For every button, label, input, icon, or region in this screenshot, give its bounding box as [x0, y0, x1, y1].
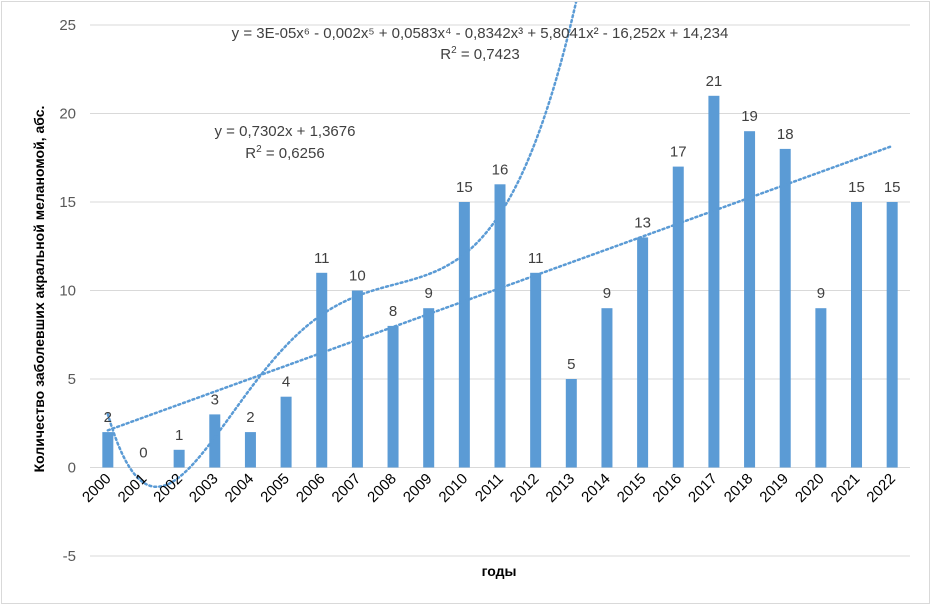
- data-label-2018: 19: [741, 108, 758, 125]
- data-label-2000: 2: [104, 409, 112, 426]
- bar-2002: [174, 450, 185, 468]
- x-tick-label-2013: 2013: [543, 470, 579, 506]
- bar-2015: [637, 237, 648, 467]
- data-label-2005: 4: [282, 374, 290, 391]
- data-label-2020: 9: [817, 285, 825, 302]
- y-tick-label: -5: [63, 548, 76, 565]
- data-label-2021: 15: [848, 179, 865, 196]
- linear-trend-equation: y = 0,7302x + 1,3676: [215, 123, 356, 140]
- bar-2007: [352, 291, 363, 468]
- bar-2005: [281, 397, 292, 468]
- x-tick-label-2007: 2007: [329, 470, 365, 506]
- y-tick-label: 25: [59, 17, 76, 34]
- y-axis-ticks: -5 0 5 10 15 20 25: [59, 17, 76, 565]
- x-tick-label-2009: 2009: [400, 470, 436, 506]
- bar-2010: [459, 202, 470, 468]
- y-tick-label: 20: [59, 106, 76, 123]
- linear-trend-r2: R2 = 0,6256: [245, 144, 324, 162]
- bar-2006: [316, 273, 327, 468]
- x-tick-label-2001: 2001: [115, 470, 151, 506]
- x-tick-label-2017: 2017: [685, 470, 721, 506]
- x-tick-label-2010: 2010: [436, 470, 472, 506]
- data-label-2014: 9: [603, 285, 611, 302]
- bar-2021: [851, 202, 862, 468]
- bar-2004: [245, 432, 256, 467]
- bar-2019: [780, 149, 791, 468]
- data-label-2013: 5: [567, 356, 575, 373]
- y-tick-label: 10: [59, 283, 76, 300]
- data-label-2008: 8: [389, 303, 397, 320]
- x-tick-label-2012: 2012: [507, 470, 543, 506]
- x-tick-label-2021: 2021: [828, 470, 864, 506]
- x-tick-label-2022: 2022: [863, 470, 899, 506]
- data-label-2006: 11: [314, 250, 330, 267]
- data-label-2002: 1: [175, 427, 183, 444]
- x-tick-label-2000: 2000: [79, 470, 115, 506]
- x-tick-label-2019: 2019: [756, 470, 792, 506]
- bar-2009: [423, 308, 434, 467]
- data-label-2016: 17: [670, 144, 687, 161]
- data-label-2017: 21: [706, 73, 723, 90]
- bar-2013: [566, 379, 577, 468]
- x-tick-label-2020: 2020: [792, 470, 828, 506]
- y-tick-label: 0: [68, 460, 76, 477]
- x-tick-label-2003: 2003: [186, 470, 222, 506]
- bars: [102, 96, 897, 468]
- data-label-2009: 9: [425, 285, 433, 302]
- data-label-2001: 0: [139, 445, 147, 462]
- y-axis-title: Количество заболевших акральной меланомо…: [31, 106, 47, 473]
- bar-2018: [744, 131, 755, 467]
- bar-2017: [708, 96, 719, 468]
- x-tick-label-2016: 2016: [649, 470, 685, 506]
- data-label-2003: 3: [211, 391, 219, 408]
- y-tick-label: 5: [68, 371, 76, 388]
- data-label-2011: 16: [492, 161, 509, 178]
- bar-2014: [601, 308, 612, 467]
- x-tick-label-2015: 2015: [614, 470, 650, 506]
- x-axis-title: годы: [482, 563, 517, 579]
- poly-trend-equation: y = 3E-05x⁶ - 0,002x⁵ + 0,0583x⁴ - 0,834…: [232, 25, 729, 42]
- data-label-2019: 18: [777, 126, 794, 143]
- bar-2011: [495, 184, 506, 467]
- bar-2000: [102, 432, 113, 467]
- bar-2022: [887, 202, 898, 468]
- x-tick-label-2014: 2014: [578, 470, 614, 506]
- x-tick-label-2005: 2005: [257, 470, 293, 506]
- data-label-2015: 13: [634, 214, 651, 231]
- x-tick-label-2018: 2018: [721, 470, 757, 506]
- bar-2020: [815, 308, 826, 467]
- data-label-2010: 15: [456, 179, 473, 196]
- x-tick-label-2004: 2004: [222, 470, 258, 506]
- bar-2008: [388, 326, 399, 468]
- data-label-2004: 2: [246, 409, 254, 426]
- bar-2012: [530, 273, 541, 468]
- bar-2016: [673, 167, 684, 468]
- data-label-2007: 10: [349, 268, 366, 285]
- x-tick-label-2008: 2008: [364, 470, 400, 506]
- poly-trend-r2: R2 = 0,7423: [440, 45, 519, 63]
- data-label-2022: 15: [884, 179, 901, 196]
- x-tick-label-2006: 2006: [293, 470, 329, 506]
- x-tick-label-2011: 2011: [472, 470, 507, 505]
- data-label-2012: 11: [528, 250, 544, 267]
- y-tick-label: 15: [59, 194, 76, 211]
